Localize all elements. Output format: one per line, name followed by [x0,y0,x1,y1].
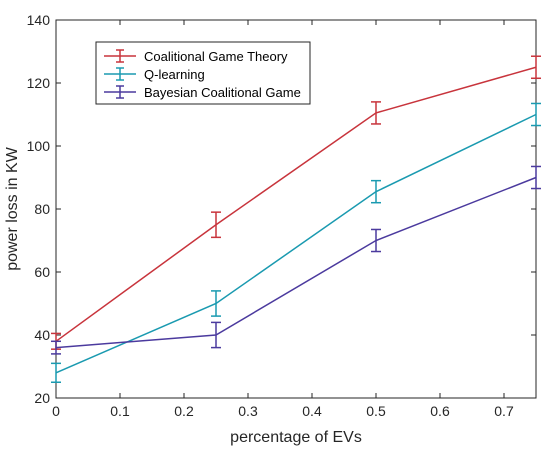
error-bar [51,362,61,383]
legend-entries: Coalitional Game Theory Q-learning Bayesia… [104,49,301,100]
error-bar [531,55,541,80]
x-tick-label: 0.6 [430,403,450,419]
y-axis-ticks: 20 40 60 80 100 120 140 [27,12,536,406]
error-bar [211,211,221,239]
x-tick-label: 0.5 [366,403,386,419]
legend: Coalitional Game Theory Q-learning Bayesia… [95,41,311,105]
y-tick-label: 20 [34,390,50,406]
series-line [55,176,537,349]
error-bar [531,102,541,127]
y-axis-label: power loss in KW [4,146,21,270]
series-layer [51,55,541,383]
series-line [55,113,537,374]
x-tick-label: 0.3 [238,403,258,419]
error-bar [211,290,221,317]
x-tick-label: 0.2 [174,403,194,419]
legend-entry: Q-learning [104,67,205,82]
legend-label: Coalitional Game Theory [144,49,288,64]
x-tick-label: 0.4 [302,403,322,419]
error-bar [211,321,221,349]
error-bar [371,179,381,204]
x-tick-label: 0.1 [110,403,130,419]
y-tick-label: 40 [34,327,50,343]
x-axis-ticks: 0 0.1 0.2 0.3 0.4 0.5 0.6 0.7 [52,20,514,419]
legend-label: Q-learning [144,67,205,82]
y-tick-label: 120 [27,75,51,91]
x-tick-label: 0 [52,403,60,419]
y-tick-label: 100 [27,138,51,154]
y-tick-label: 140 [27,12,51,28]
legend-label: Bayesian Coalitional Game [144,85,301,100]
series-line [55,66,537,342]
y-tick-label: 60 [34,264,50,280]
legend-entry: Coalitional Game Theory [104,49,288,64]
error-bar [371,228,381,253]
error-bar [371,101,381,125]
legend-box [95,41,311,105]
x-tick-label: 0.7 [494,403,514,419]
error-bar [531,165,541,190]
y-tick-label: 80 [34,201,50,217]
legend-entry: Bayesian Coalitional Game [104,85,301,100]
x-axis-label: percentage of EVs [230,429,362,446]
error-bar [51,340,61,355]
